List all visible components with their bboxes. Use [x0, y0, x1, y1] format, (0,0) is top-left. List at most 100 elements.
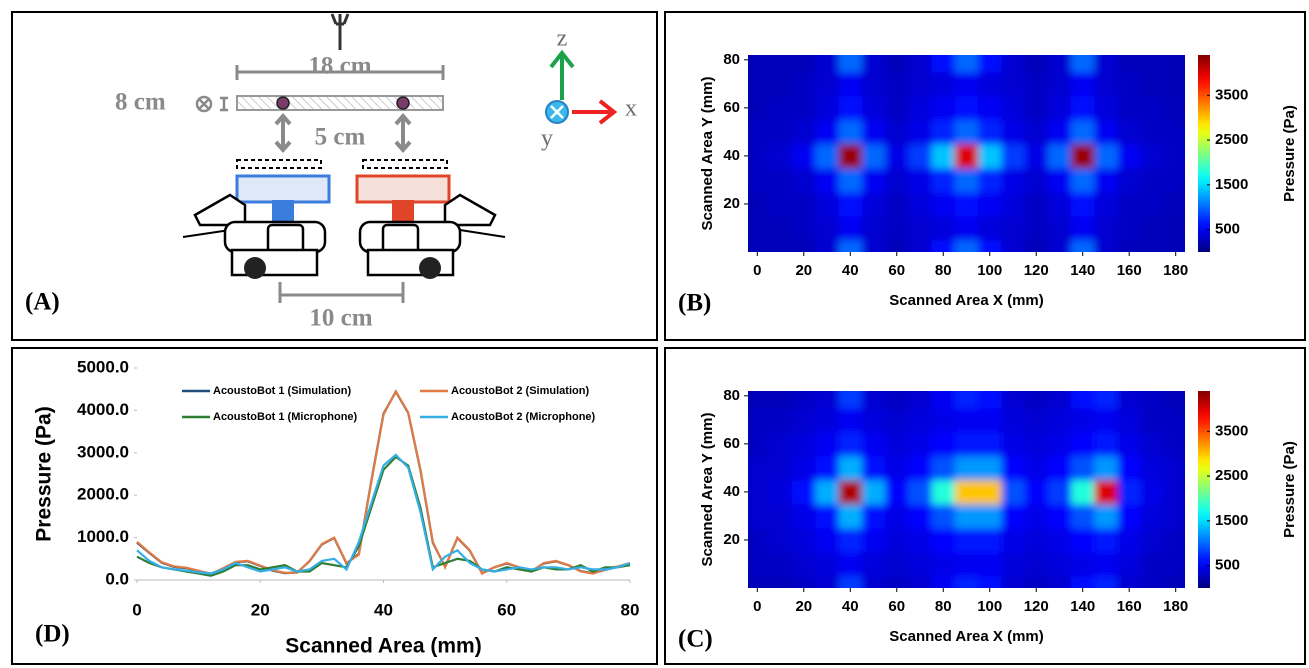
heatmap-cell [861, 71, 886, 97]
colorbar-label: Pressure (Pa) [1281, 105, 1298, 202]
heatmap-cell [838, 503, 863, 529]
y-axis-label: Scanned Area Y (mm) [699, 77, 716, 231]
gap-label: 5 cm [315, 124, 366, 151]
heatmap-cell [792, 95, 816, 121]
heatmap-cell [954, 551, 979, 577]
heatmap-cell [861, 527, 886, 553]
heatmap-cell [1094, 479, 1119, 505]
x-tick-label: 80 [935, 598, 952, 615]
heatmap-cell [1117, 119, 1142, 145]
heatmap-cell [768, 527, 793, 553]
robot-blue [182, 159, 331, 279]
heatmap-cell [931, 95, 956, 121]
heatmap-cell [861, 391, 886, 409]
heatmap-cell [1094, 575, 1119, 588]
colorbar-tick-label: 500 [1215, 557, 1240, 574]
heatmap-cell [885, 479, 909, 505]
series-line [136, 455, 631, 577]
heatmap-cell [1024, 239, 1049, 252]
heatmap-cell [792, 551, 816, 577]
heatmap-cell [748, 215, 770, 241]
dimension-line [278, 282, 405, 303]
heatmap-cell [1164, 575, 1185, 588]
x-tick-label: 60 [888, 262, 905, 279]
heatmap-cell [978, 71, 1002, 97]
x-tick-label: 20 [795, 598, 812, 615]
axis-z-label: z [557, 26, 568, 52]
robot-red [355, 159, 506, 279]
heatmap-cell [768, 55, 793, 73]
heatmap-cell [1117, 455, 1142, 481]
heatmap-cell [954, 455, 979, 481]
heatmap-cell [815, 431, 840, 457]
heatmap-cell [1001, 551, 1026, 577]
heatmap-cell [748, 239, 770, 252]
x-tick-label: 160 [1117, 262, 1142, 279]
heatmap-cell [838, 95, 863, 121]
heatmap-cell [815, 479, 840, 505]
heatmap-cell [838, 479, 863, 505]
heatmap-cell [931, 551, 956, 577]
y-tick-label: 20 [723, 531, 740, 548]
heatmap-cell [1047, 95, 1072, 121]
panel-frame [11, 347, 658, 665]
heatmap-cell [1047, 167, 1072, 193]
heatmap-cell [748, 95, 770, 121]
heatmap-cell [885, 527, 909, 553]
heatmap-cell [954, 167, 979, 193]
heatmap-cell [861, 167, 886, 193]
heatmap-cell [908, 119, 933, 145]
heatmap-cell [792, 455, 816, 481]
heatmap-cells [748, 391, 1185, 588]
heatmap-cell [792, 167, 816, 193]
heatmap-cell [1140, 119, 1165, 145]
x-tick-label: 0 [753, 598, 761, 615]
heatmap-cell [792, 239, 816, 252]
x-tick-label: 40 [842, 598, 859, 615]
heatmap-cell [1094, 391, 1119, 409]
x-tick-label: 20 [795, 262, 812, 279]
heatmap-cell [1140, 527, 1165, 553]
heatmap-cell [885, 119, 909, 145]
heatmap-cell [1071, 503, 1095, 529]
heatmap-cell [1001, 55, 1026, 73]
heatmap [748, 55, 1185, 252]
heatmap-cell [931, 167, 956, 193]
heatmap-cell [885, 143, 909, 169]
heatmap-cell [838, 551, 863, 577]
heatmap-cell [768, 503, 793, 529]
heatmap-cell [1047, 455, 1072, 481]
target-dot [396, 96, 410, 110]
heatmap-cell [1024, 119, 1049, 145]
y-tick-label: 60 [723, 99, 740, 116]
heatmap-cell [1094, 119, 1119, 145]
heatmap-cell [954, 215, 979, 241]
heatmap-cell [885, 391, 909, 409]
heatmap-cell [978, 431, 1002, 457]
heatmap-cell [1024, 551, 1049, 577]
heatmap-cell [931, 119, 956, 145]
heatmap-cell [748, 575, 770, 588]
heatmap-cell [1001, 391, 1026, 409]
heatmap-cell [978, 407, 1002, 433]
heatmap-cell [978, 455, 1002, 481]
series-line [136, 453, 631, 575]
heatmap-cell [908, 551, 933, 577]
heatmap-cell [768, 391, 793, 409]
heatmap-cell [838, 407, 863, 433]
heatmap-cell [885, 407, 909, 433]
heatmap-cell [978, 143, 1002, 169]
y-tick-label: 20 [723, 195, 740, 212]
heatmap-cell [1094, 71, 1119, 97]
heatmap-cell [1117, 391, 1142, 409]
x-tick-label: 140 [1070, 262, 1095, 279]
heatmap-cell [861, 215, 886, 241]
y-tick-label: 40 [723, 147, 740, 164]
heatmap-cell [1140, 431, 1165, 457]
heatmap-cell [1140, 95, 1165, 121]
hook [330, 13, 350, 50]
legend-label: AcoustoBot 2 (Simulation) [451, 385, 589, 397]
heatmap-cell [908, 431, 933, 457]
heatmap-cell [792, 503, 816, 529]
heatmap-cell [954, 503, 979, 529]
